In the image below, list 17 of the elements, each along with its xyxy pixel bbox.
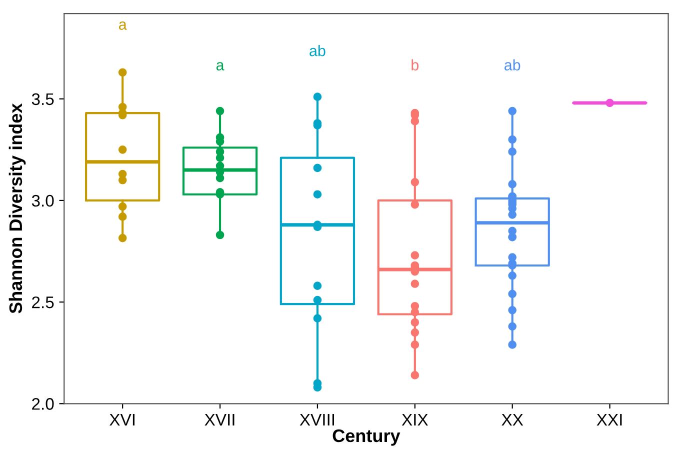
x-tick-label: XVI — [110, 414, 134, 426]
x-tick-label: XVIII — [300, 414, 334, 426]
annotation: ab — [310, 45, 326, 56]
x-tick-label: XVII — [204, 414, 234, 426]
y-tick-label: 2.0 — [32, 398, 54, 410]
x-tick-label: XIX — [402, 414, 428, 426]
annotation: a — [216, 62, 224, 70]
y-tick-label: 2.5 — [32, 296, 54, 308]
y-tick-label: 3.5 — [32, 93, 54, 106]
x-axis-title: Century — [332, 429, 400, 446]
y-axis-title: Shannon Diversity index — [8, 103, 26, 314]
x-tick-label: XXI — [596, 414, 622, 426]
annotation: ab — [504, 59, 520, 70]
y-tick-label: 3.0 — [32, 194, 54, 207]
x-tick-label: XX — [502, 414, 524, 426]
annotation: a — [118, 21, 127, 30]
annotation: b — [412, 59, 419, 70]
